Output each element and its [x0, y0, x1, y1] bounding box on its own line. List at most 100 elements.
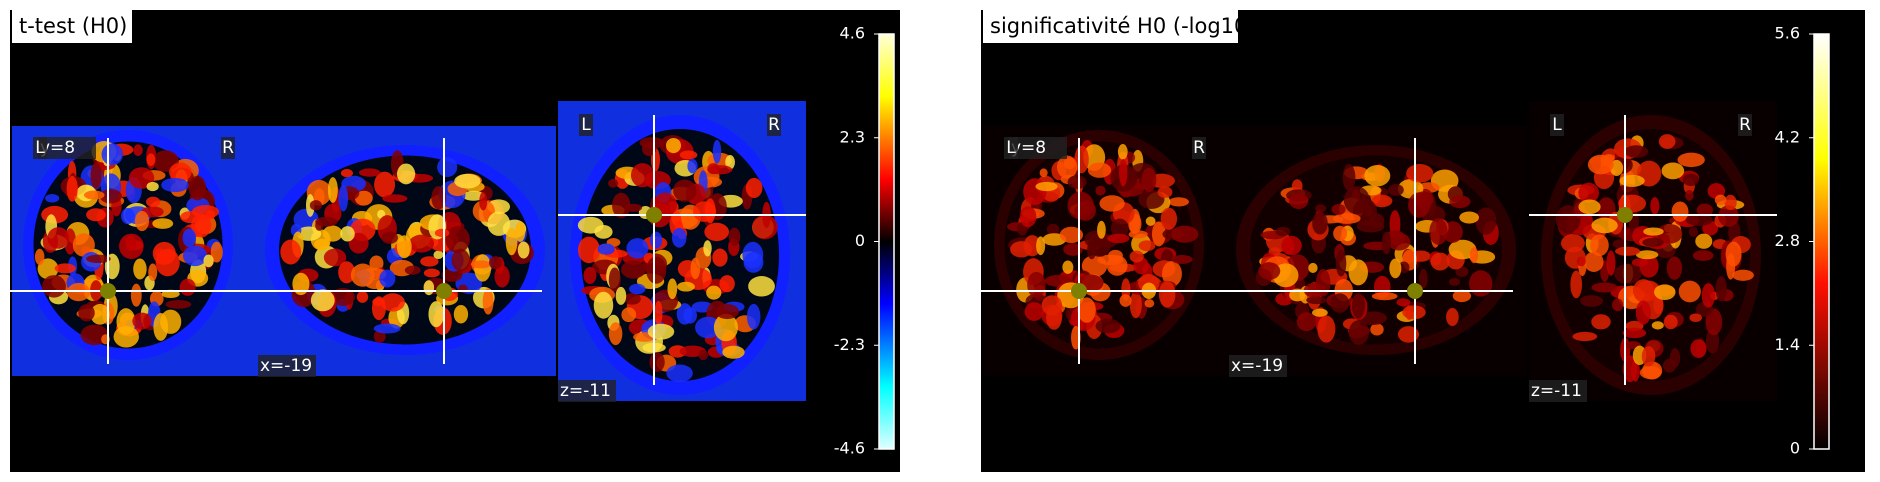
- activation-blob: [404, 265, 421, 275]
- activation-blob: [671, 227, 687, 248]
- activation-blob: [1622, 355, 1638, 383]
- activation-blob: [704, 222, 730, 242]
- orientation-label: R: [1739, 115, 1751, 135]
- activation-blob: [182, 245, 208, 267]
- activation-blob: [1296, 312, 1317, 332]
- activation-blob: [1281, 235, 1302, 256]
- orientation-label: R: [1193, 138, 1205, 158]
- activation-blob: [1469, 270, 1493, 297]
- activation-blob: [712, 139, 722, 164]
- activation-blob: [1701, 283, 1715, 308]
- activation-blob: [577, 236, 601, 264]
- activation-blob: [1459, 211, 1479, 224]
- activation-blob: [280, 239, 302, 265]
- activation-blob: [1317, 315, 1336, 343]
- activation-blob: [1642, 237, 1664, 247]
- activation-blob: [132, 312, 152, 330]
- activation-blob: [1107, 233, 1130, 244]
- activation-blob: [369, 255, 384, 271]
- activation-blob: [1732, 269, 1754, 281]
- activation-blob: [713, 313, 738, 342]
- activation-blob: [515, 221, 526, 242]
- orientation-label: R: [768, 115, 780, 135]
- cut-label: z=-11: [560, 381, 611, 401]
- activation-blob: [90, 303, 110, 325]
- colorbar: [1813, 33, 1830, 450]
- activation-blob: [121, 207, 135, 225]
- activation-blob: [1024, 302, 1044, 321]
- activation-blob: [621, 307, 637, 323]
- activation-blob: [374, 171, 396, 198]
- activation-blob: [203, 254, 214, 268]
- cursor-dot: [646, 207, 662, 223]
- activation-blob: [1330, 293, 1350, 313]
- activation-blob: [1590, 234, 1609, 257]
- activation-blob: [1158, 280, 1176, 308]
- activation-blob: [165, 299, 192, 309]
- activation-blob: [677, 281, 695, 292]
- activation-blob: [83, 190, 105, 200]
- activation-blob: [1692, 250, 1714, 261]
- cursor-dot: [1071, 283, 1087, 299]
- activation-blob: [1371, 194, 1393, 208]
- activation-blob: [146, 181, 159, 192]
- brain-slice: y=8L R: [981, 126, 1229, 376]
- activation-blob: [1695, 233, 1713, 249]
- activation-blob: [1591, 314, 1611, 330]
- activation-blob: [1615, 246, 1641, 256]
- orientation-bg: [1004, 137, 1018, 159]
- activation-blob: [338, 261, 356, 284]
- activation-blob: [1333, 225, 1348, 242]
- activation-blob: [1656, 224, 1683, 244]
- activation-blob: [296, 226, 322, 241]
- activation-blob: [1449, 195, 1471, 209]
- activation-blob: [1591, 217, 1618, 234]
- activation-blob: [1689, 313, 1702, 323]
- activation-blob: [310, 289, 335, 312]
- activation-blob: [583, 266, 597, 284]
- activation-blob: [1306, 296, 1327, 305]
- activation-blob: [1578, 182, 1600, 203]
- activation-blob: [665, 137, 682, 154]
- activation-blob: [152, 241, 176, 265]
- activation-blob: [1622, 327, 1647, 339]
- activation-blob: [1067, 191, 1094, 220]
- activation-blob: [152, 218, 174, 229]
- colorbar-tick-label: 0: [855, 231, 865, 250]
- activation-blob: [445, 226, 470, 254]
- activation-blob: [292, 272, 310, 296]
- activation-blob: [420, 256, 439, 267]
- activation-blob: [1119, 294, 1132, 307]
- activation-blob: [719, 275, 735, 293]
- activation-blob: [630, 163, 655, 188]
- activation-blob: [327, 177, 338, 203]
- cursor-dot: [100, 283, 116, 299]
- activation-blob: [1035, 181, 1058, 192]
- colorbar-tick-label: -4.6: [834, 439, 865, 458]
- activation-blob: [629, 283, 646, 295]
- activation-blob: [188, 175, 207, 201]
- activation-blob: [1654, 284, 1676, 300]
- activation-blob: [593, 291, 614, 319]
- activation-blob: [396, 235, 412, 259]
- activation-blob: [86, 208, 106, 222]
- activation-blob: [1580, 295, 1603, 307]
- activation-blob: [1661, 162, 1685, 180]
- activation-blob: [428, 301, 444, 328]
- activation-blob: [1157, 186, 1173, 198]
- activation-blob: [1578, 199, 1601, 215]
- activation-blob: [728, 227, 741, 246]
- activation-blob: [338, 184, 349, 212]
- orientation-bg: [33, 137, 47, 159]
- activation-blob: [673, 179, 697, 202]
- activation-blob: [381, 231, 398, 244]
- activation-blob: [577, 216, 604, 234]
- activation-blob: [505, 227, 518, 256]
- activation-blob: [431, 186, 446, 210]
- activation-blob: [72, 233, 95, 257]
- brain-slice: x=-19: [1229, 126, 1527, 377]
- activation-blob: [396, 163, 416, 185]
- activation-blob: [451, 248, 470, 272]
- activation-blob: [1658, 134, 1676, 149]
- activation-blob: [146, 153, 156, 166]
